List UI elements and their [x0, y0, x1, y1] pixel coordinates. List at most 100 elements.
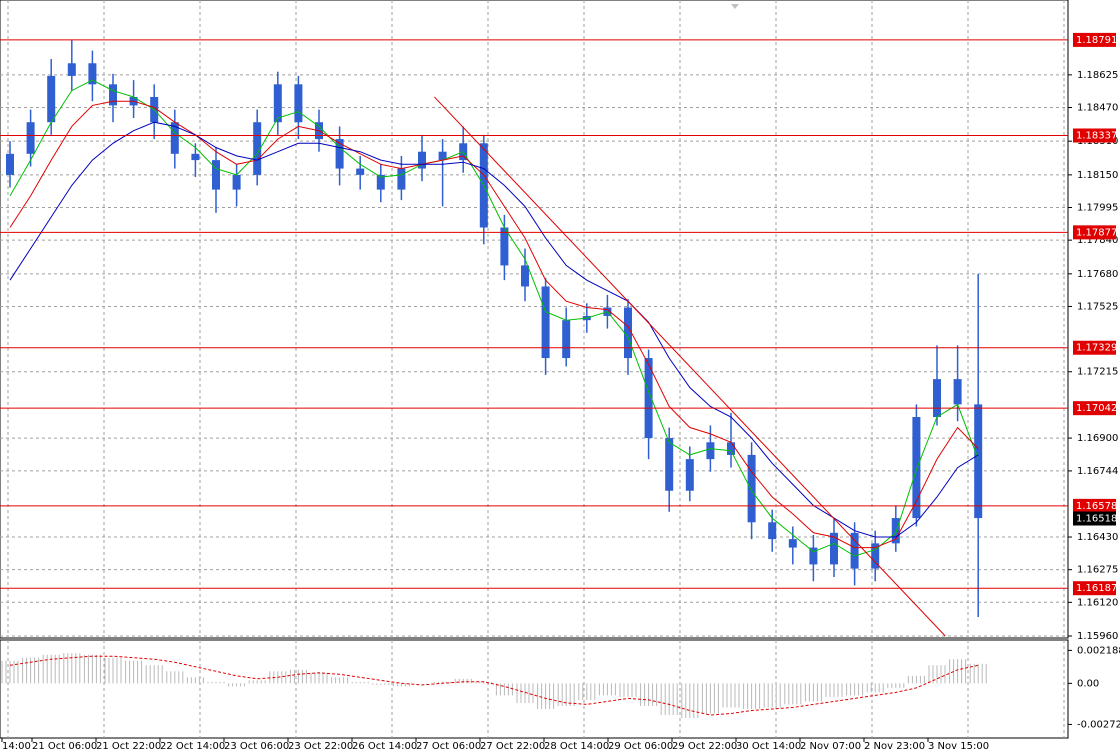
candle-body	[294, 84, 303, 123]
macd-tick-label: 0.00	[1077, 678, 1099, 689]
candle-body	[191, 153, 200, 161]
moving-average	[9, 79, 979, 557]
y-tick-label: 1.16744	[1077, 466, 1118, 477]
level-label-box	[1073, 498, 1116, 513]
y-tick-label: 1.18470	[1077, 102, 1118, 113]
level-label: 1.17877	[1076, 227, 1117, 238]
candle-body	[88, 63, 97, 85]
candle-body	[273, 84, 282, 123]
y-tick-label: 1.17525	[1077, 301, 1118, 312]
x-tick-label: 14:00	[2, 741, 31, 752]
candle-body	[500, 227, 509, 266]
x-tick-label: 29 Oct 06:00	[608, 741, 673, 752]
candle-body	[418, 151, 426, 169]
candle-body	[933, 379, 941, 418]
candle-body	[624, 307, 632, 359]
level-label: 1.18791	[1076, 35, 1117, 46]
x-tick-label: 23 Oct 06:00	[224, 741, 289, 752]
candle-body	[212, 160, 220, 190]
candle-body	[521, 265, 529, 287]
y-tick-label: 1.17995	[1077, 203, 1118, 214]
macd-frame	[0, 639, 1069, 739]
level-label: 1.17329	[1076, 343, 1117, 354]
candle-body	[747, 454, 756, 523]
y-tick-label: 1.17680	[1077, 269, 1118, 280]
level-label-box	[1073, 340, 1116, 355]
candle-body	[438, 151, 447, 161]
level-label-box	[1073, 581, 1116, 596]
candle-body	[830, 532, 838, 565]
candle-body	[541, 286, 550, 359]
candle-body	[809, 547, 818, 565]
y-tick-label: 1.17215	[1077, 367, 1118, 378]
vertical-grid	[7, 0, 1065, 738]
y-tick-label: 1.17840	[1077, 235, 1118, 246]
y-tick-label: 1.16120	[1077, 597, 1118, 608]
x-tick-label: 21 Oct 22:00	[96, 741, 161, 752]
level-label: 1.17042	[1076, 403, 1117, 414]
last-price-label: 1.16518	[1076, 514, 1117, 525]
candle-body	[6, 153, 14, 175]
level-label-box	[1073, 128, 1116, 143]
y-tick-label: 1.16275	[1077, 565, 1118, 576]
candle-body	[232, 174, 241, 190]
shift-marker	[731, 4, 739, 9]
y-tick-label: 1.16900	[1077, 433, 1118, 444]
level-label-box	[1073, 401, 1116, 416]
moving-average	[9, 100, 979, 549]
candle-body	[67, 63, 76, 76]
candle-body	[376, 174, 385, 190]
y-tick-label: 1.18150	[1077, 170, 1118, 181]
level-label: 1.18337	[1076, 130, 1117, 141]
moving-average	[9, 121, 979, 538]
y-tick-label: 1.16430	[1077, 532, 1118, 543]
candle-body	[871, 543, 880, 569]
candle-body	[170, 122, 179, 154]
x-tick-label: 2 Nov 07:00	[800, 741, 861, 752]
x-tick-label: 2 Nov 23:00	[864, 741, 925, 752]
level-label-box	[1073, 225, 1116, 240]
x-tick-label: 30 Oct 14:00	[736, 741, 801, 752]
x-tick-label: 27 Oct 22:00	[480, 741, 545, 752]
candle-body	[685, 459, 694, 491]
main-frame	[0, 0, 1069, 639]
candle-body	[26, 122, 35, 154]
macd-tick-label: -0.002725	[1077, 719, 1120, 730]
macd-tick-label: 0.002188	[1077, 645, 1120, 656]
level-label: 1.16187	[1076, 583, 1117, 594]
candle-body	[788, 539, 797, 548]
candle-body	[562, 320, 571, 359]
candle-body	[397, 168, 406, 190]
candle-body	[891, 518, 900, 544]
candle-body	[47, 75, 56, 123]
x-tick-label: 23 Oct 22:00	[288, 741, 353, 752]
x-tick-label: 22 Oct 14:00	[160, 741, 225, 752]
candle-body	[850, 532, 859, 569]
candle-body	[356, 168, 365, 175]
level-label-box	[1073, 32, 1116, 47]
candle-body	[109, 84, 117, 106]
candle-body	[335, 139, 344, 169]
candle-body	[665, 438, 674, 491]
x-tick-label: 21 Oct 06:00	[32, 741, 97, 752]
candle-body	[912, 417, 921, 519]
candle-body	[727, 442, 735, 455]
macd-signal	[9, 655, 979, 716]
x-tick-label: 3 Nov 15:00	[928, 741, 989, 752]
last-price-box	[1073, 511, 1116, 526]
x-tick-label: 29 Oct 22:00	[672, 741, 737, 752]
candle-body	[974, 404, 983, 519]
candle-body	[253, 122, 262, 175]
candle-body	[644, 358, 653, 439]
x-tick-label: 28 Oct 14:00	[544, 741, 609, 752]
level-label: 1.16578	[1076, 501, 1117, 512]
candle-body	[706, 442, 715, 460]
x-tick-label: 26 Oct 14:00	[352, 741, 417, 752]
y-tick-label: 1.15960	[1077, 631, 1118, 642]
y-tick-label: 1.18625	[1077, 70, 1118, 81]
x-tick-label: 27 Oct 06:00	[416, 741, 481, 752]
candle-body	[768, 522, 777, 540]
candle-body	[953, 379, 962, 405]
trend-line	[433, 96, 946, 637]
